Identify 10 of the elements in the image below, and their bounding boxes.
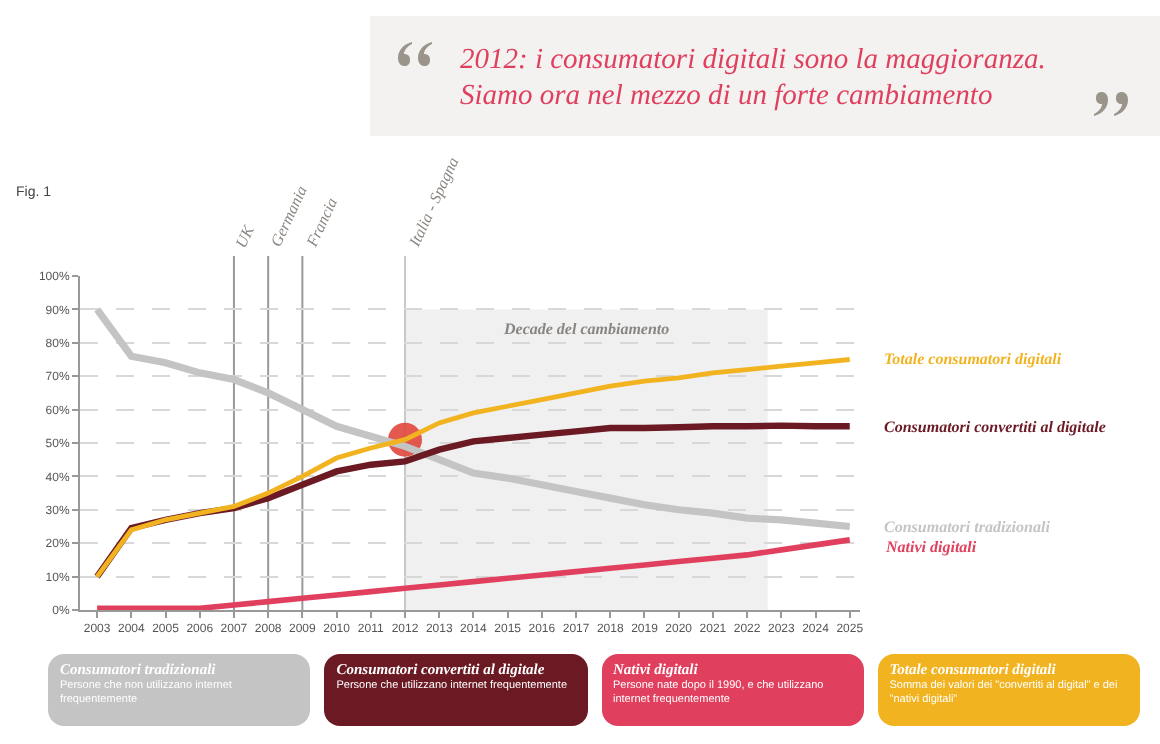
line-series [94,357,853,579]
line-series [94,537,853,610]
text: Consumatori tradizionali [884,518,1052,536]
ref-line-label: UK [232,221,259,251]
text: Totale consumatori digitali [884,350,1063,368]
band-label: Decade del cambiamento [502,320,670,338]
text: Nativi digitali [884,538,978,556]
text: Consumatori convertiti al digitale [884,418,1107,436]
line-series [93,305,854,531]
chart-title: 2012: i consumatori digitali sono la maggioranza. Siamo ora nel mezzo di un forte cambiamento [460,42,1048,114]
